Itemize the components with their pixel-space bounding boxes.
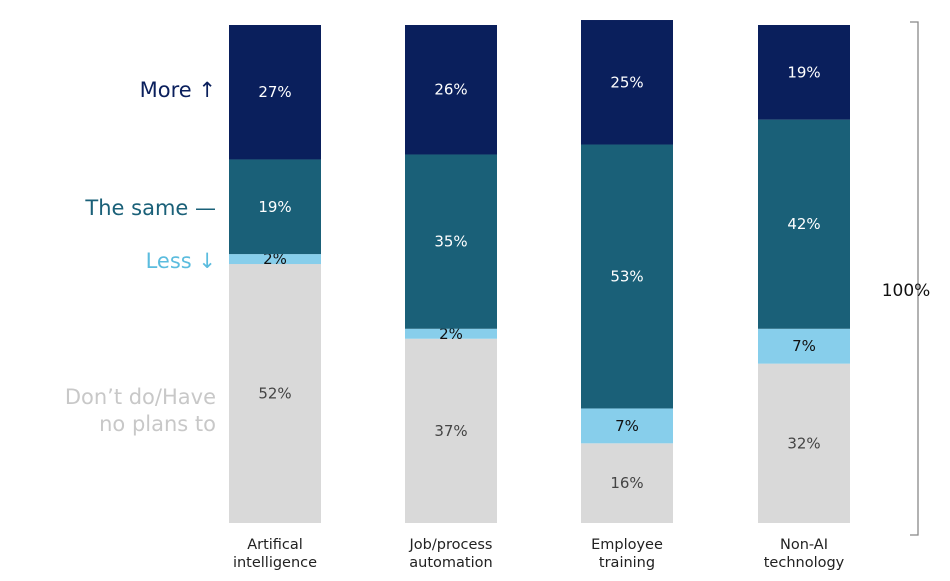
data-label-more-artifical-intelligence: 27% bbox=[258, 83, 291, 101]
data-label-less-artifical-intelligence: 2% bbox=[263, 250, 287, 268]
bar-more-job-process-automation bbox=[405, 25, 497, 155]
data-label-the-same-non-ai-technology: 42% bbox=[787, 215, 820, 233]
bar-don-t-do-have-no-plans-to-artifical-intelligence bbox=[229, 264, 321, 523]
legend-don-t-do-have-no-plans-to: Don’t do/Have no plans to bbox=[65, 385, 216, 436]
bar-the-same-non-ai-technology bbox=[758, 119, 850, 329]
bar-more-non-ai-technology bbox=[758, 25, 850, 120]
bar-more-employee-training bbox=[581, 20, 673, 145]
bar-don-t-do-have-no-plans-to-employee-training bbox=[581, 443, 673, 523]
data-label-don-t-do-have-no-plans-to-job-process-automation: 37% bbox=[434, 422, 467, 440]
category-label-employee-training: Employee training bbox=[591, 537, 663, 571]
total-bracket-group: 100% bbox=[882, 21, 931, 536]
bar-don-t-do-have-no-plans-to-non-ai-technology bbox=[758, 363, 850, 523]
bar-don-t-do-have-no-plans-to-job-process-automation bbox=[405, 338, 497, 523]
bar-less-employee-training bbox=[581, 408, 673, 444]
data-label-don-t-do-have-no-plans-to-non-ai-technology: 32% bbox=[787, 434, 820, 452]
category-label-non-ai-technology: Non-AI technology bbox=[764, 537, 845, 571]
bar-the-same-artifical-intelligence bbox=[229, 159, 321, 255]
legend-less: Less ↓ bbox=[146, 249, 216, 273]
data-label-more-job-process-automation: 26% bbox=[434, 81, 467, 99]
data-label-more-non-ai-technology: 19% bbox=[787, 63, 820, 81]
data-label-don-t-do-have-no-plans-to-employee-training: 16% bbox=[610, 474, 643, 492]
legend-the-same: The same — bbox=[84, 196, 216, 220]
bar-the-same-job-process-automation bbox=[405, 154, 497, 329]
data-label-less-non-ai-technology: 7% bbox=[792, 337, 816, 355]
data-label-the-same-artifical-intelligence: 19% bbox=[258, 198, 291, 216]
data-label-the-same-employee-training: 53% bbox=[610, 267, 643, 285]
data-label-don-t-do-have-no-plans-to-artifical-intelligence: 52% bbox=[258, 385, 291, 403]
category-label-job-process-automation: Job/process automation bbox=[409, 537, 493, 571]
legend-group: Don’t do/Have no plans to Less ↓ The same —… bbox=[65, 78, 216, 436]
total-bracket bbox=[910, 21, 919, 536]
total-label: 100% bbox=[882, 281, 931, 301]
data-label-less-employee-training: 7% bbox=[615, 417, 639, 435]
bar-less-artifical-intelligence bbox=[229, 254, 321, 265]
category-label-artifical-intelligence: Artifical intelligence bbox=[233, 537, 317, 571]
data-label-less-job-process-automation: 2% bbox=[439, 325, 463, 343]
category-labels-group: Artifical intelligence Job/process automati… bbox=[233, 537, 845, 571]
bar-less-non-ai-technology bbox=[758, 328, 850, 364]
legend-more: More ↑ bbox=[140, 78, 216, 102]
data-label-more-employee-training: 25% bbox=[610, 73, 643, 91]
bar-less-job-process-automation bbox=[405, 328, 497, 339]
bar-more-artifical-intelligence bbox=[229, 25, 321, 160]
bars-group: 52% 2% 19% 27% 37% 2% 35% 26% 16% 7% 53% 25% 32% 7% 42… bbox=[229, 20, 850, 523]
bar-the-same-employee-training bbox=[581, 144, 673, 409]
data-label-the-same-job-process-automation: 35% bbox=[434, 233, 467, 251]
